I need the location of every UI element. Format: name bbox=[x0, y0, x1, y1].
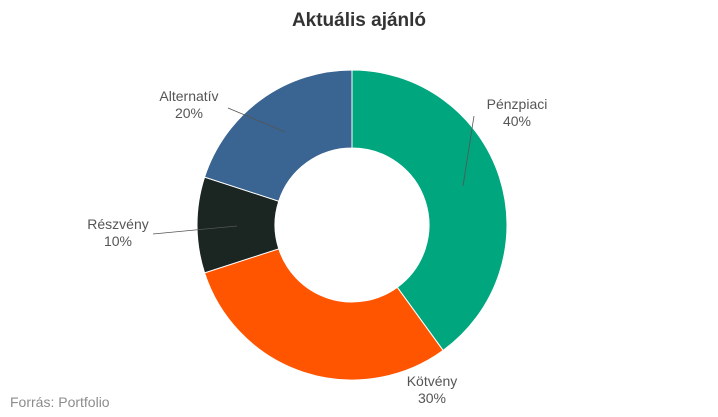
slice-label-reszveny: Részvény bbox=[87, 216, 148, 232]
source-note: Forrás: Portfolio bbox=[10, 394, 110, 410]
slice-value-reszveny: 10% bbox=[104, 233, 132, 249]
slice-value-kotveny: 30% bbox=[418, 390, 446, 406]
donut-slices bbox=[196, 69, 508, 381]
slice-label-kotveny: Kötvény bbox=[407, 373, 458, 389]
slice-kotveny bbox=[203, 248, 444, 381]
chart-title: Aktuális ajánló bbox=[291, 10, 427, 31]
slice-label-alternativ: Alternatív bbox=[159, 88, 218, 104]
slice-value-alternativ: 20% bbox=[175, 105, 203, 121]
slice-value-penzpiaci: 40% bbox=[503, 113, 531, 129]
leader-line-alternativ bbox=[227, 107, 286, 133]
slice-label-penzpiaci: Pénzpiaci bbox=[487, 96, 548, 112]
leader-line-penzpiaci bbox=[462, 115, 475, 187]
slice-penzpiaci bbox=[351, 69, 508, 352]
leader-line-reszveny bbox=[152, 225, 238, 235]
slice-alternativ bbox=[203, 69, 353, 202]
leader-lines bbox=[152, 107, 475, 235]
